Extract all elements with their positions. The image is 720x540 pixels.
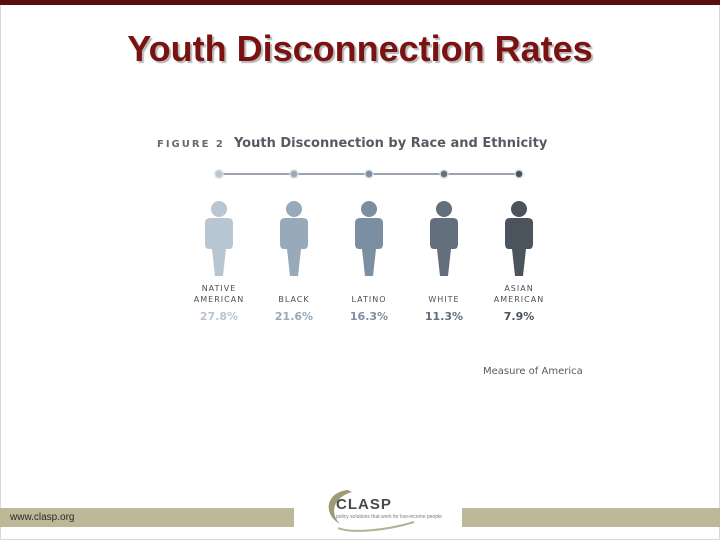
category-label: WHITE: [428, 295, 459, 304]
category-label: AMERICAN: [494, 295, 544, 304]
value-label: 7.9%: [504, 310, 535, 323]
footer-bar-right: [462, 508, 720, 527]
timeline-node-3: [439, 169, 449, 179]
value-label: 27.8%: [200, 310, 238, 323]
clasp-logo: CLASP policy solutions that work for low…: [318, 484, 448, 532]
timeline-node-2: [364, 169, 374, 179]
footer-url: www.clasp.org: [10, 512, 75, 523]
person-icon: [280, 201, 308, 276]
value-label: 11.3%: [425, 310, 463, 323]
person-icon: [355, 201, 383, 276]
logo-tagline: policy solutions that work for low-incom…: [336, 514, 442, 520]
figure-caption: FIGURE 2 Youth Disconnection by Race and…: [157, 132, 547, 151]
person-icon: [505, 201, 533, 276]
disconnection-chart: NATIVE AMERICAN 27.8% BLACK 21.6% LATINO 16.3%…: [194, 169, 544, 323]
value-label: 21.6%: [275, 310, 313, 323]
timeline-node-4: [514, 169, 524, 179]
top-accent-bar: [0, 0, 720, 5]
value-label: 16.3%: [350, 310, 388, 323]
slide-title: Youth Disconnection Rates: [127, 28, 593, 69]
logo-wordmark: CLASP: [336, 496, 392, 513]
category-label: BLACK: [278, 295, 309, 304]
timeline-node-1: [289, 169, 299, 179]
timeline-node-0: [214, 169, 224, 179]
figure-label: FIGURE 2: [157, 139, 225, 150]
category-label: LATINO: [351, 295, 386, 304]
footer-bar-left: [0, 508, 294, 527]
chart-title: Youth Disconnection by Race and Ethnicit…: [233, 136, 548, 151]
category-label: AMERICAN: [194, 295, 244, 304]
category-label: NATIVE: [202, 284, 237, 293]
person-icon: [430, 201, 458, 276]
source-note: Measure of America: [483, 366, 583, 377]
person-icon: [205, 201, 233, 276]
logo-swoosh-icon: [328, 490, 415, 532]
category-label: ASIAN: [504, 284, 533, 293]
